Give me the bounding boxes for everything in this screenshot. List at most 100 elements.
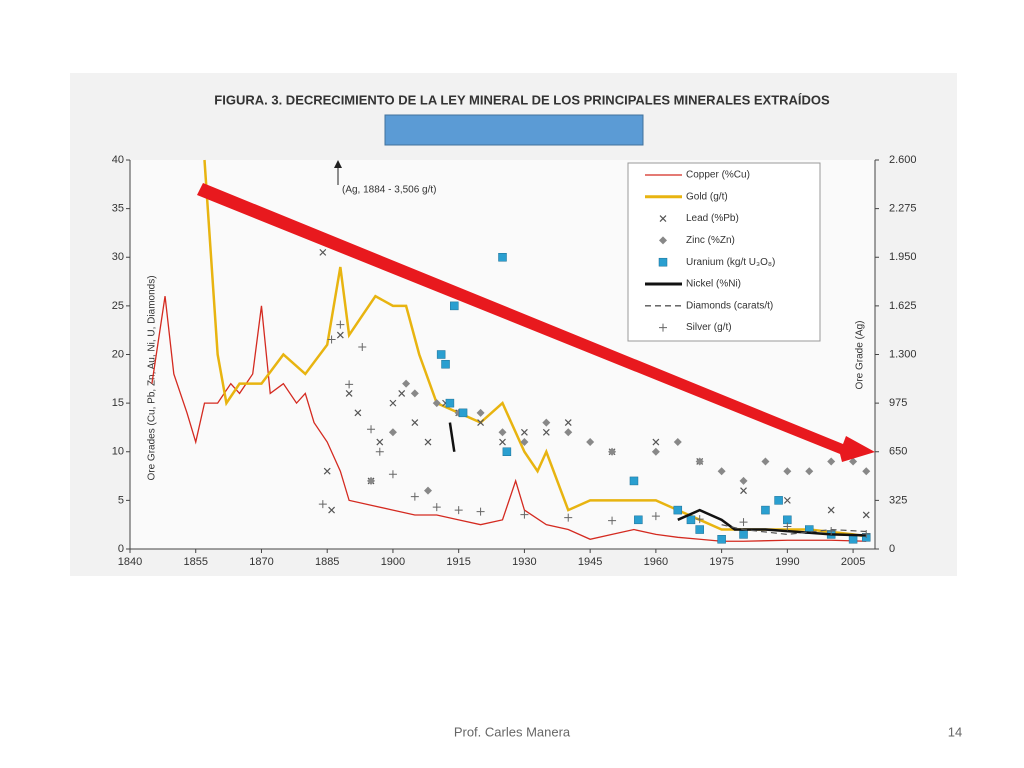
y2-tick-label: 1.300 xyxy=(889,348,917,360)
data-point xyxy=(354,409,362,417)
data-point xyxy=(695,515,704,524)
legend-swatch xyxy=(659,215,667,223)
data-point xyxy=(542,428,550,436)
data-point xyxy=(520,428,528,436)
x-tick-label: 1945 xyxy=(578,556,602,568)
data-point xyxy=(608,447,617,456)
legend-label: Nickel (%Ni) xyxy=(686,279,741,290)
data-point xyxy=(402,379,411,388)
data-point xyxy=(739,530,748,539)
data-point xyxy=(761,505,770,515)
data-point xyxy=(542,418,551,427)
data-point xyxy=(783,496,791,504)
chart-title: FIGURA. 3. DECRECIMIENTO DE LA LEY MINER… xyxy=(214,92,830,107)
data-point xyxy=(608,516,617,525)
x-tick-label: 1915 xyxy=(446,556,470,568)
legend-label: Diamonds (carats/t) xyxy=(686,300,773,311)
x-tick-label: 2005 xyxy=(841,556,865,568)
legend-swatch xyxy=(658,257,668,267)
data-point xyxy=(805,467,814,476)
data-point xyxy=(848,535,858,544)
y2-tick-label: 2.600 xyxy=(889,154,917,166)
data-point xyxy=(375,447,384,456)
data-point xyxy=(686,515,696,525)
data-point xyxy=(432,503,441,512)
data-point xyxy=(498,428,507,437)
data-point xyxy=(586,438,595,447)
series-line xyxy=(448,422,456,452)
y-tick-label: 30 xyxy=(112,251,124,263)
data-point xyxy=(673,505,683,515)
data-point xyxy=(476,408,485,417)
legend-swatch xyxy=(659,236,667,245)
data-point xyxy=(739,518,748,527)
legend-label: Gold (g/t) xyxy=(686,191,728,202)
legend-label: Uranium (kg/t U₃O₈) xyxy=(686,257,775,268)
data-point xyxy=(323,467,331,475)
series-line xyxy=(151,296,867,542)
data-point xyxy=(499,438,506,446)
data-point xyxy=(424,486,432,495)
data-point xyxy=(410,389,419,398)
data-point xyxy=(389,399,397,407)
data-point xyxy=(739,476,748,485)
data-point xyxy=(441,359,450,369)
legend-label: Copper (%Cu) xyxy=(686,170,750,181)
data-point xyxy=(458,408,468,418)
y2-tick-label: 650 xyxy=(889,446,907,458)
data-point xyxy=(673,438,682,447)
data-point xyxy=(319,248,327,256)
y2-axis-label: Ore Grade (Ag) xyxy=(855,321,866,390)
data-point xyxy=(564,513,573,522)
y-tick-label: 10 xyxy=(112,446,124,458)
data-point xyxy=(358,343,367,352)
data-point xyxy=(367,425,376,434)
legend xyxy=(627,162,821,342)
data-point xyxy=(862,511,870,519)
data-point xyxy=(345,389,353,397)
x-tick-label: 1870 xyxy=(249,556,273,568)
data-point xyxy=(564,419,572,426)
data-point xyxy=(783,467,792,476)
data-point xyxy=(849,457,858,466)
data-point xyxy=(327,335,336,344)
data-point xyxy=(520,510,529,519)
data-point xyxy=(388,428,397,437)
data-point xyxy=(564,428,573,437)
data-point xyxy=(717,467,726,476)
legend-label: Zinc (%Zn) xyxy=(686,235,735,246)
x-tick-label: 1840 xyxy=(118,556,142,568)
data-point xyxy=(336,331,344,339)
data-point xyxy=(827,457,836,466)
data-point xyxy=(651,512,660,521)
data-point xyxy=(634,515,643,525)
data-point xyxy=(498,253,507,262)
data-point xyxy=(411,419,419,426)
x-tick-label: 1885 xyxy=(315,556,339,568)
data-point xyxy=(695,525,704,534)
footer-author: Prof. Carles Manera xyxy=(454,724,571,739)
data-point xyxy=(717,535,726,544)
page-number: 14 xyxy=(948,724,962,739)
y2-tick-label: 325 xyxy=(889,494,907,506)
series-line xyxy=(203,159,867,538)
x-tick-label: 1900 xyxy=(381,556,405,568)
data-point xyxy=(652,438,660,446)
data-point xyxy=(436,350,446,359)
x-tick-label: 1960 xyxy=(644,556,668,568)
data-point xyxy=(388,470,397,479)
legend-swatch xyxy=(659,323,667,332)
data-point xyxy=(783,522,792,531)
data-point xyxy=(862,467,871,476)
x-tick-label: 1855 xyxy=(183,556,207,568)
data-point xyxy=(862,530,871,539)
data-point xyxy=(410,492,419,501)
y-tick-label: 15 xyxy=(112,397,124,409)
data-point xyxy=(318,500,327,509)
y2-tick-label: 975 xyxy=(889,397,907,409)
y-tick-label: 20 xyxy=(112,348,124,360)
data-point xyxy=(827,506,835,514)
data-point xyxy=(740,487,747,495)
data-point xyxy=(450,301,459,311)
